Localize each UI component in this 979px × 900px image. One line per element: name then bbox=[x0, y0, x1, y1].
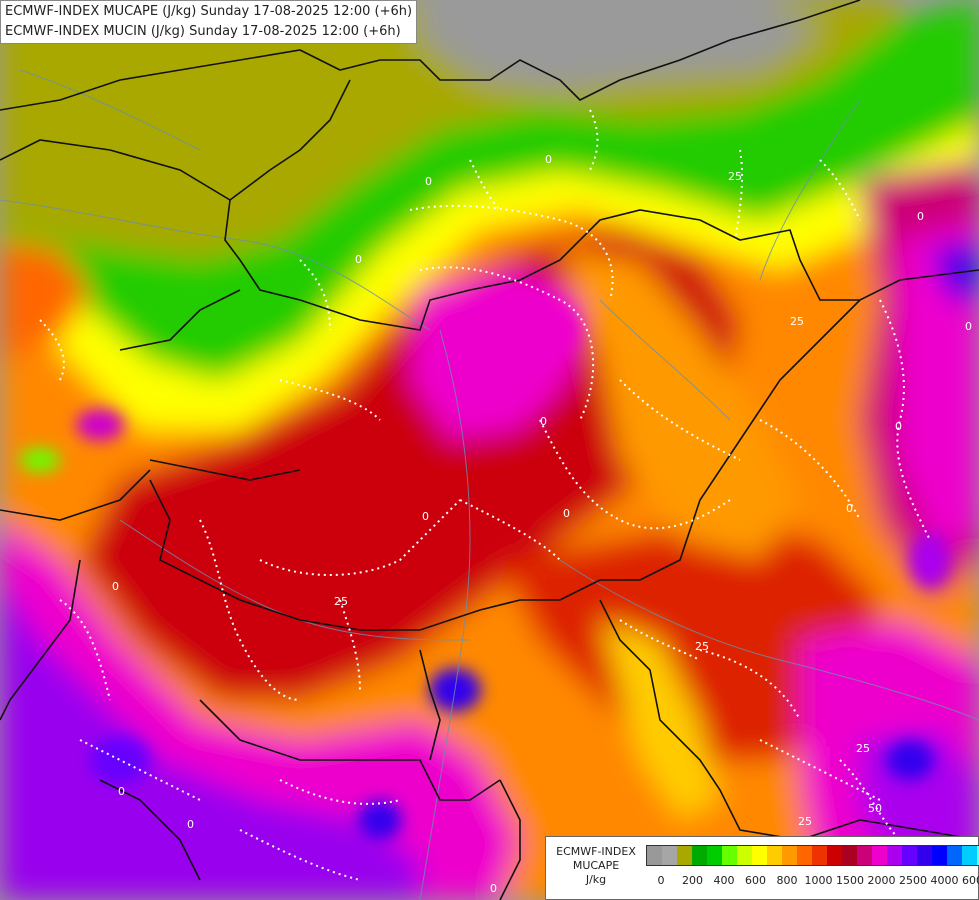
legend-tick-label: 6000 bbox=[962, 874, 979, 887]
contour-label: 0 bbox=[355, 253, 362, 266]
contour-label: 0 bbox=[118, 785, 125, 798]
legend-swatch bbox=[662, 846, 677, 865]
contour-label: 0 bbox=[112, 580, 119, 593]
legend-swatch bbox=[797, 846, 812, 865]
legend-swatch bbox=[857, 846, 872, 865]
contour-label: 25 bbox=[334, 595, 348, 608]
map-title: ECMWF-INDEX MUCAPE (J/kg) Sunday 17-08-2… bbox=[0, 0, 418, 44]
contour-label: 25 bbox=[798, 815, 812, 828]
legend-swatch bbox=[647, 846, 662, 865]
color-legend: ECMWF-INDEX MUCAPE J/kg 0 200 400 600 800 100… bbox=[545, 836, 979, 900]
contour-label: 0 bbox=[563, 507, 570, 520]
legend-swatch bbox=[812, 846, 827, 865]
title-mucin: ECMWF-INDEX MUCIN (J/kg) Sunday 17-08-20… bbox=[5, 24, 401, 39]
legend-tick-label: 200 bbox=[682, 874, 703, 887]
legend-tick-label: 2500 bbox=[899, 874, 927, 887]
mucin-contours bbox=[39, 109, 931, 881]
contour-label: 0 bbox=[895, 420, 902, 433]
legend-swatch bbox=[707, 846, 722, 865]
legend-swatch bbox=[887, 846, 902, 865]
contour-labels: 0 0 0 25 25 0 0 0 0 0 0 0 0 25 25 25 50 … bbox=[112, 153, 972, 895]
legend-tick-label: 4000 bbox=[930, 874, 959, 887]
contour-label: 0 bbox=[540, 415, 547, 428]
legend-tick-label: 800 bbox=[776, 874, 798, 887]
contour-label: 0 bbox=[422, 510, 429, 523]
contour-label: 25 bbox=[695, 640, 709, 653]
legend-swatch bbox=[902, 846, 917, 865]
legend-swatch bbox=[677, 846, 692, 865]
legend-swatches bbox=[646, 845, 979, 866]
contour-label: 0 bbox=[187, 818, 194, 831]
legend-tick-label: 600 bbox=[745, 874, 766, 887]
legend-ticks: 0 200 400 600 800 100015002000250040006000 bbox=[646, 874, 979, 890]
contour-label: 0 bbox=[846, 502, 853, 515]
legend-swatch bbox=[782, 846, 797, 865]
legend-swatch bbox=[752, 846, 767, 865]
title-mucape: ECMWF-INDEX MUCAPE (J/kg) Sunday 17-08-2… bbox=[5, 4, 413, 19]
legend-swatch bbox=[917, 846, 932, 865]
contour-label: 0 bbox=[917, 210, 924, 223]
legend-swatch bbox=[947, 846, 962, 865]
legend-tick-label: 400 bbox=[713, 874, 735, 887]
legend-swatch bbox=[932, 846, 947, 865]
legend-swatch bbox=[737, 846, 752, 865]
legend-swatch bbox=[842, 846, 857, 865]
legend-title: ECMWF-INDEX MUCAPE J/kg bbox=[550, 845, 642, 887]
legend-swatch bbox=[827, 846, 842, 865]
legend-unit: J/kg bbox=[585, 873, 607, 886]
legend-tick-label: 1500 bbox=[836, 874, 864, 887]
legend-swatch bbox=[692, 846, 707, 865]
contour-label: 25 bbox=[790, 315, 804, 328]
contour-label: 50 bbox=[868, 802, 882, 815]
legend-title-line1: ECMWF-INDEX bbox=[556, 845, 636, 858]
contour-label: 0 bbox=[490, 882, 497, 895]
legend-swatch bbox=[767, 846, 782, 865]
legend-tick-label: 2000 bbox=[867, 874, 896, 887]
legend-swatch bbox=[977, 846, 979, 865]
contour-label: 0 bbox=[545, 153, 552, 166]
contour-label: 0 bbox=[965, 320, 972, 333]
contour-label: 25 bbox=[728, 170, 742, 183]
legend-swatch bbox=[962, 846, 977, 865]
contour-label: 0 bbox=[425, 175, 432, 188]
legend-tick-label: 1000 bbox=[804, 874, 833, 887]
contour-label: 25 bbox=[856, 742, 870, 755]
legend-tick-label: 0 bbox=[657, 874, 665, 887]
legend-swatch bbox=[722, 846, 737, 865]
legend-swatch bbox=[872, 846, 887, 865]
legend-title-line2: MUCAPE bbox=[572, 859, 620, 872]
